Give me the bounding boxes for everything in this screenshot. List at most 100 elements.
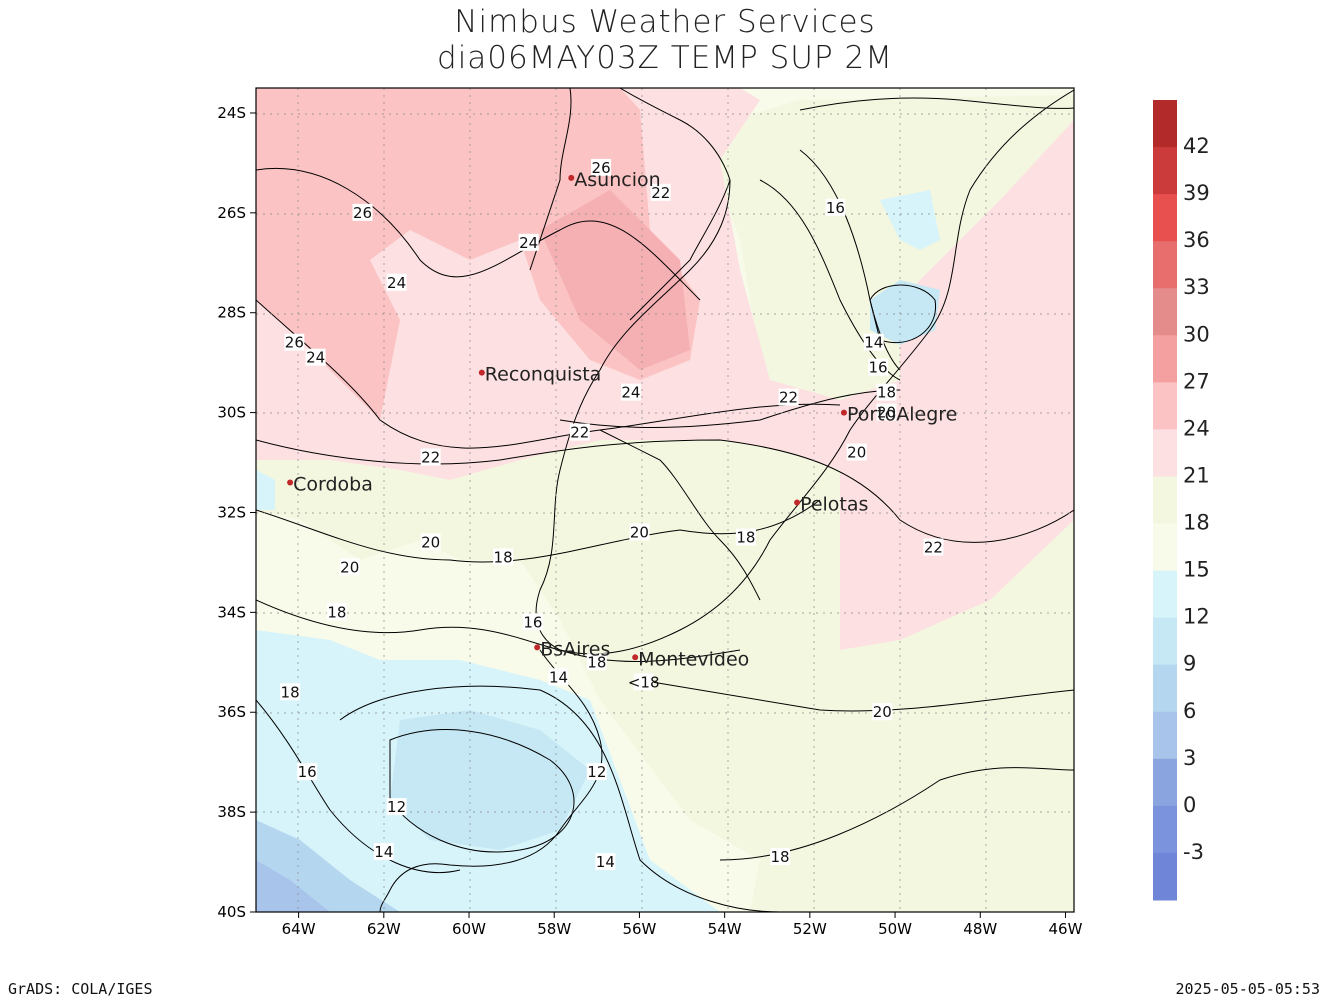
- contour-label: 24: [519, 234, 538, 252]
- colorbar-swatch: [1153, 617, 1177, 666]
- city-markers: Asuncion Reconquista PortoAlegre Cordoba Pel…: [287, 169, 957, 670]
- contour-label: 16: [826, 199, 845, 217]
- colorbar-swatch: [1153, 805, 1177, 854]
- contour-label-bg: [420, 533, 441, 551]
- contour-label-bg: [548, 668, 569, 686]
- city-label: PortoAlegre: [847, 404, 957, 426]
- contour-label: 22: [924, 538, 943, 556]
- lat-tick-label: 34S: [217, 603, 246, 621]
- contour-label: 26: [353, 204, 372, 222]
- lon-tick-label: 56W: [622, 920, 656, 938]
- contour-label-bg: [872, 703, 893, 721]
- contour-label-bg: [778, 388, 799, 406]
- contour-label: 20: [421, 533, 440, 551]
- contour-label-bg: [770, 848, 791, 866]
- city-marker: [840, 409, 847, 416]
- plot-frame: [255, 87, 1075, 913]
- contour-label: 18: [770, 848, 789, 866]
- colorbar-swatch: [1153, 382, 1177, 430]
- contour-label-bg: [825, 198, 846, 216]
- colorbar-swatch: [1153, 711, 1177, 760]
- city-label: Asuncion: [574, 169, 660, 191]
- contour-label-bg: [284, 333, 305, 351]
- colorbar-label: 42: [1183, 134, 1210, 158]
- colorbar-swatch: [1153, 429, 1177, 477]
- contour-label: 26: [285, 334, 304, 352]
- city-label: Pelotas: [800, 493, 868, 515]
- contour-label-bg: [297, 763, 318, 781]
- contour-label-bg: [386, 273, 407, 291]
- contour-label: 20: [847, 444, 866, 462]
- axis-ticks: 24S 26S 28S 30S 32S 34S 36S 38S 40S 64W 62W 60W 58W 5…: [217, 104, 1082, 938]
- contour-label-bg: [846, 443, 867, 461]
- lon-tick-label: 52W: [793, 920, 827, 938]
- lon-tick-label: 62W: [367, 920, 401, 938]
- contour-label: 18: [877, 384, 896, 402]
- colorbar-label: 36: [1183, 228, 1210, 252]
- colorbar-label: 27: [1183, 369, 1210, 393]
- colorbar-swatch: [1153, 288, 1177, 336]
- contour-label-bg: [586, 763, 607, 781]
- colorbar-swatch: [1153, 194, 1177, 242]
- contour-label: 12: [587, 763, 606, 781]
- contour-label: 20: [873, 703, 892, 721]
- lon-tick-label: 50W: [878, 920, 912, 938]
- colorbar-label: 15: [1183, 558, 1210, 582]
- city-label: BsAires: [540, 638, 610, 660]
- contour-label-bg: [339, 558, 360, 576]
- contour-label: 14: [374, 843, 393, 861]
- colorbar-label: 39: [1183, 181, 1210, 205]
- colorbar-swatch: [1153, 100, 1177, 148]
- contour-label: 14: [549, 668, 568, 686]
- contour-label-bg: [522, 613, 543, 631]
- contour-label-bg: [735, 528, 756, 546]
- colorbar-swatch: [1153, 476, 1177, 525]
- colorbar-label: 18: [1183, 511, 1210, 535]
- contour-label-bg: [386, 798, 407, 816]
- colorbar-swatch: [1153, 523, 1177, 572]
- lon-tick-label: 48W: [963, 920, 997, 938]
- contour-label-bg: [863, 333, 884, 351]
- lon-tick-label: 54W: [708, 920, 742, 938]
- colorbar-swatch: [1153, 147, 1177, 195]
- colorbar-label: 3: [1183, 746, 1196, 770]
- lon-tick-label: 64W: [282, 920, 316, 938]
- colorbar-swatch: [1153, 758, 1177, 807]
- contour-label: 22: [779, 389, 798, 407]
- map-title: Nimbus Weather Services: [454, 4, 876, 40]
- contour-label: 20: [630, 523, 649, 541]
- contour-label: 26: [592, 159, 611, 177]
- contour-label: 18: [587, 653, 606, 671]
- lat-tick-label: 36S: [217, 703, 246, 721]
- contour-label-bg: [595, 853, 616, 871]
- contour-label: 18: [327, 603, 346, 621]
- contour-label-bg: [518, 233, 539, 251]
- grads-credit: GrADS: COLA/IGES: [8, 980, 153, 998]
- contour-label: <18: [628, 673, 660, 691]
- lat-tick-label: 26S: [217, 204, 246, 222]
- contour-label: 16: [868, 359, 887, 377]
- contour-label-bg: [586, 653, 607, 671]
- contour-label-bg: [591, 158, 612, 176]
- contour-label: 22: [651, 184, 670, 202]
- city-marker: [534, 644, 541, 651]
- contour-label-bg: [493, 548, 514, 566]
- contour-label-bg: [620, 383, 641, 401]
- city-marker: [568, 174, 575, 181]
- contour-label-bg: [629, 523, 650, 541]
- contour-label: 24: [387, 274, 406, 292]
- colorbar-label: 24: [1183, 416, 1210, 440]
- contour-label-bg: [352, 203, 373, 221]
- contour-label-bg: [633, 673, 654, 691]
- colorbar-label: -3: [1183, 840, 1204, 864]
- contour-label-bg: [569, 423, 590, 441]
- contour-label: 14: [864, 334, 883, 352]
- contour-label: 12: [387, 798, 406, 816]
- lat-tick-label: 28S: [217, 304, 246, 322]
- contour-label-bg: [420, 448, 441, 466]
- city-label: Montevideo: [638, 648, 749, 670]
- colorbar-label: 30: [1183, 322, 1210, 346]
- lon-tick-label: 58W: [537, 920, 571, 938]
